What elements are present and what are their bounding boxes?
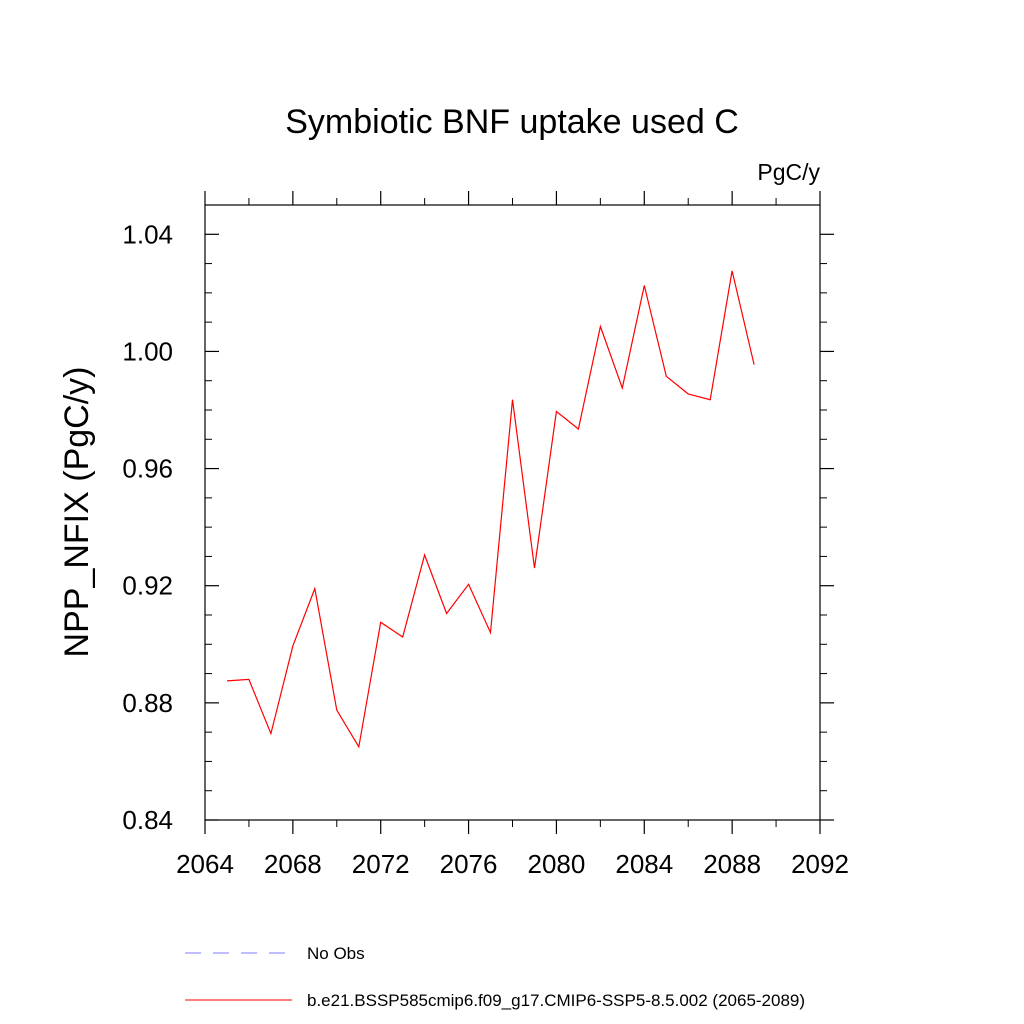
legend-label: b.e21.BSSP585cmip6.f09_g17.CMIP6-SSP5-8.… (307, 991, 805, 1010)
series-layer (226, 270, 755, 749)
x-tick-label: 2084 (615, 849, 673, 879)
x-tick-label: 2092 (791, 849, 849, 879)
legend: No Obs b.e21.BSSP585cmip6.f09_g17.CMIP6-S… (185, 944, 805, 1010)
x-tick-label: 2072 (352, 849, 410, 879)
y-tick-label: 0.92 (122, 571, 173, 601)
series-line (226, 270, 755, 749)
y-tick-label: 1.04 (122, 219, 173, 249)
x-tick-label: 2080 (528, 849, 586, 879)
x-tick-label: 2064 (176, 849, 234, 879)
units-label: PgC/y (757, 159, 820, 185)
x-tick-label: 2088 (703, 849, 761, 879)
x-tick-label: 2076 (440, 849, 498, 879)
legend-label: No Obs (307, 944, 365, 963)
y-axis-label: NPP_NFIX (PgC/y) (58, 367, 96, 658)
x-tick-label: 2068 (264, 849, 322, 879)
y-tick-label: 1.00 (122, 336, 173, 366)
y-tick-label: 0.88 (122, 688, 173, 718)
axis-tick-labels: 2064 2068 2072 2076 2080 2084 2088 2092 0.84 0.88… (122, 219, 849, 879)
y-tick-label: 0.96 (122, 454, 173, 484)
chart-title: Symbiotic BNF uptake used C (285, 103, 739, 141)
axis-ticks (204, 191, 834, 834)
y-tick-label: 0.84 (122, 805, 173, 835)
